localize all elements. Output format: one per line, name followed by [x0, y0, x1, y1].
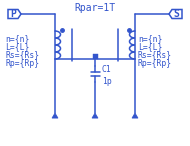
Text: 1p: 1p	[102, 77, 112, 86]
Text: Rs={Rs}: Rs={Rs}	[138, 51, 172, 60]
Text: n={n}: n={n}	[5, 34, 29, 44]
Text: S: S	[173, 9, 179, 19]
Text: L={L}: L={L}	[5, 42, 29, 52]
Polygon shape	[132, 113, 138, 118]
Text: P: P	[11, 9, 17, 19]
Text: Rp={Rp}: Rp={Rp}	[138, 59, 172, 67]
Text: n={n}: n={n}	[138, 34, 162, 44]
Text: C1: C1	[102, 65, 112, 73]
Text: Rp={Rp}: Rp={Rp}	[5, 59, 39, 67]
Bar	[93, 54, 97, 59]
Text: L={L}: L={L}	[138, 42, 162, 52]
Polygon shape	[92, 113, 98, 118]
Polygon shape	[52, 113, 58, 118]
Text: Rs={Rs}: Rs={Rs}	[5, 51, 39, 60]
Text: Rpar=1T: Rpar=1T	[74, 3, 116, 13]
